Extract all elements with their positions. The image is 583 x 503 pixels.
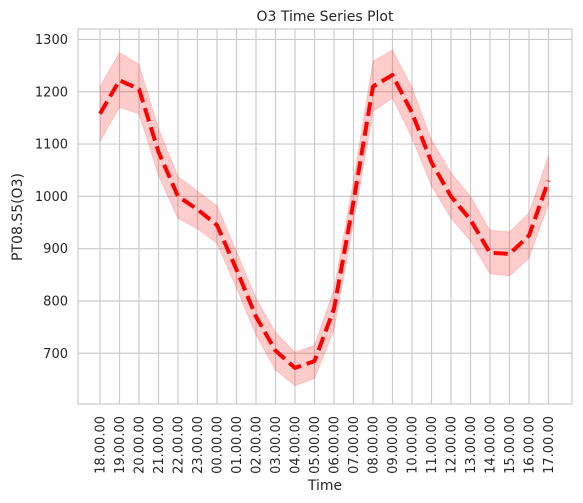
data-point (255, 315, 258, 318)
x-tick-label: 08.00.00 (367, 416, 382, 474)
data-point (352, 200, 355, 203)
data-point (391, 74, 394, 77)
x-tick-label: 05.00.00 (308, 416, 323, 474)
x-tick-label: 22.00.00 (172, 416, 187, 474)
x-tick-label: 01.00.00 (230, 416, 245, 474)
x-tick-label: 12.00.00 (445, 416, 460, 474)
series-line (98, 73, 551, 370)
data-point (99, 112, 102, 115)
x-tick-label: 07.00.00 (347, 416, 362, 474)
data-point (235, 268, 238, 271)
data-point (489, 251, 492, 254)
data-point (138, 88, 141, 91)
data-point (508, 252, 511, 255)
data-point (274, 349, 277, 352)
confidence-band-layer (99, 49, 549, 387)
data-point (157, 150, 160, 153)
plot-frame (77, 28, 573, 405)
x-tick-label: 11.00.00 (425, 416, 440, 474)
grid-layer (77, 28, 573, 405)
tick-label-layer: 700 800 900 1000 1100 1200 1300 18.00.00 19.00.0… (35, 33, 557, 474)
x-tick-label: 21.00.00 (152, 416, 167, 474)
data-point (118, 79, 121, 82)
x-tick-label: 23.00.00 (191, 416, 206, 474)
x-tick-label: 02.00.00 (250, 416, 265, 474)
y-axis-label: PT08.S5(O3) (10, 173, 26, 261)
y-tick-label: 900 (43, 242, 68, 257)
x-tick-label: 06.00.00 (328, 416, 343, 474)
x-tick-label: 14.00.00 (484, 416, 499, 474)
y-tick-label: 800 (43, 294, 68, 309)
x-tick-label: 18.00.00 (94, 416, 109, 474)
data-point (469, 218, 472, 221)
x-tick-label: 16.00.00 (523, 416, 538, 474)
data-point (216, 224, 219, 227)
x-tick-label: 13.00.00 (464, 416, 479, 474)
data-point (528, 234, 531, 237)
data-point (333, 307, 336, 310)
y-tick-label: 1100 (35, 138, 68, 153)
confidence-band (99, 49, 549, 387)
data-point (430, 161, 433, 164)
x-tick-label: 17.00.00 (542, 416, 557, 474)
x-axis-label: Time (307, 478, 342, 494)
data-point (177, 195, 180, 198)
data-point (196, 208, 199, 211)
y-tick-label: 1000 (35, 190, 68, 205)
data-point (411, 111, 414, 114)
data-point (450, 195, 453, 198)
data-point (294, 366, 297, 369)
data-point (372, 85, 375, 88)
x-tick-label: 09.00.00 (386, 416, 401, 474)
y-tick-label: 1200 (35, 85, 68, 100)
data-point (547, 179, 550, 182)
x-tick-label: 03.00.00 (269, 416, 284, 474)
series-line-layer (98, 73, 551, 370)
data-point (313, 360, 316, 363)
x-tick-label: 19.00.00 (113, 416, 128, 474)
chart-title: O3 Time Series Plot (257, 9, 394, 25)
x-tick-label: 15.00.00 (503, 416, 518, 474)
y-tick-label: 700 (43, 347, 68, 362)
x-tick-label: 00.00.00 (211, 416, 226, 474)
x-tick-label: 20.00.00 (133, 416, 148, 474)
x-tick-label: 10.00.00 (406, 416, 421, 474)
y-tick-label: 1300 (35, 33, 68, 48)
x-tick-label: 04.00.00 (289, 416, 304, 474)
